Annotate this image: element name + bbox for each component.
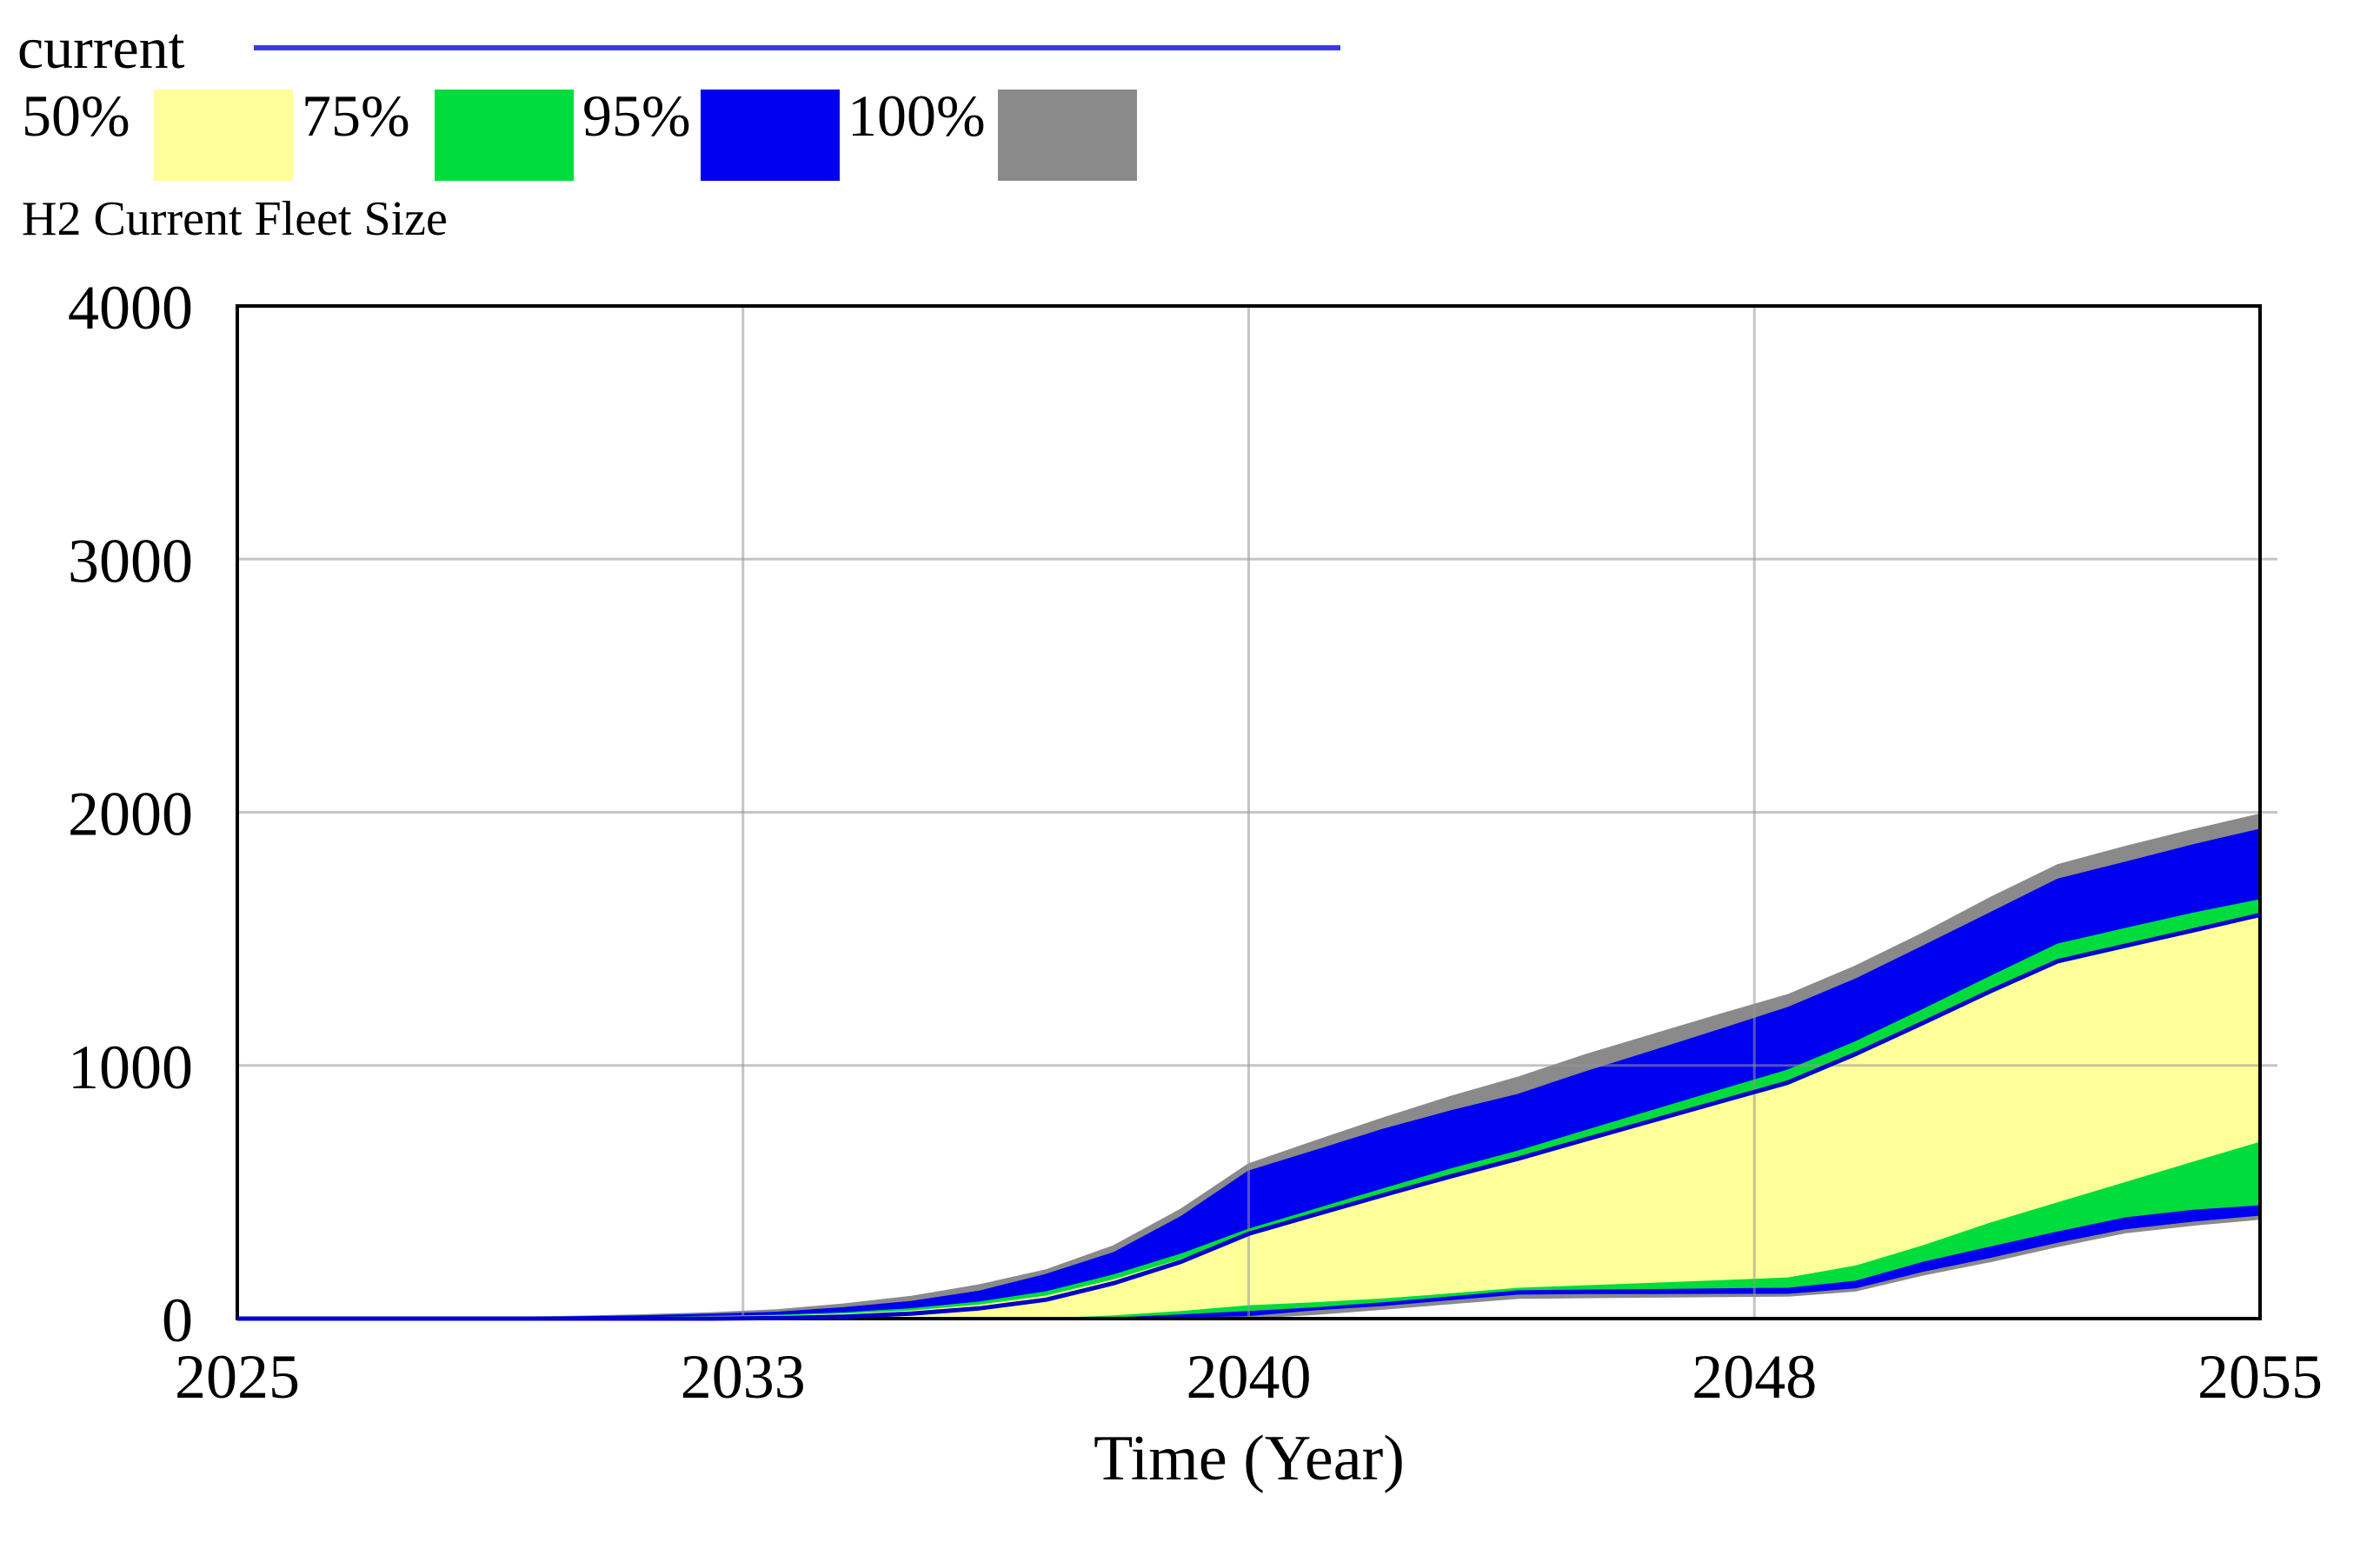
legend-current-label: current: [17, 15, 185, 81]
legend-current-line: [254, 45, 1340, 50]
y-tick-label: 0: [162, 1286, 193, 1355]
y-tick-label: 1000: [68, 1033, 193, 1102]
x-tick-label: 2033: [681, 1342, 806, 1412]
chart-title: H2 Current Fleet Size: [22, 192, 448, 246]
legend-swatch-75-icon: [435, 90, 574, 181]
x-tick-label: 2040: [1187, 1342, 1312, 1412]
legend-swatch-95-icon: [701, 90, 840, 181]
legend-swatch-100-icon: [998, 90, 1137, 181]
y-tick-label: 2000: [68, 780, 193, 849]
current-line: [237, 913, 2261, 1321]
legend-label-95: 95%: [582, 83, 691, 149]
x-axis-title: Time (Year): [1094, 1423, 1405, 1494]
y-tick-label: 3000: [68, 526, 193, 595]
plot-border: [236, 304, 2262, 1320]
legend-swatch-50-icon: [154, 90, 293, 181]
legend-label-75: 75%: [302, 83, 410, 149]
legend-label-100: 100%: [848, 83, 986, 149]
legend-label-50: 50%: [22, 83, 130, 149]
x-tick-label: 2055: [2197, 1342, 2323, 1412]
y-tick-label: 4000: [68, 273, 193, 342]
x-tick-label: 2048: [1692, 1342, 1817, 1412]
x-tick-label: 2025: [175, 1342, 300, 1412]
